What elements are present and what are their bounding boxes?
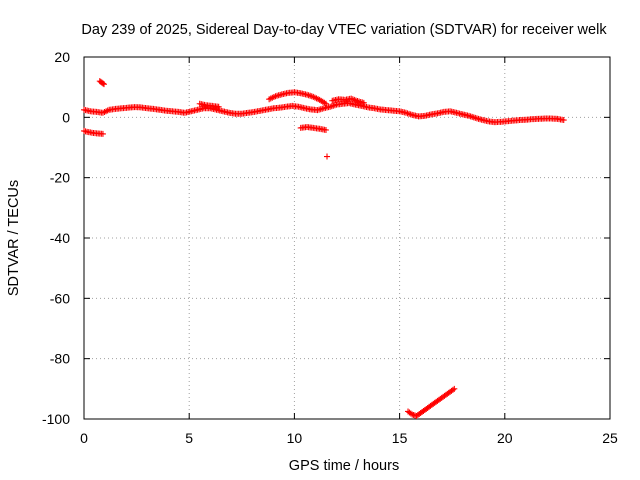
x-axis-label: GPS time / hours [289, 458, 399, 474]
data-point [451, 385, 458, 392]
y-tick-label: -60 [50, 290, 70, 306]
y-tick-label: -100 [42, 411, 70, 427]
y-tick-label: 20 [54, 49, 70, 65]
y-tick-label: -40 [50, 230, 70, 246]
y-tick-label: 0 [62, 109, 70, 125]
y-tick-label: -20 [50, 170, 70, 186]
data-point [324, 153, 331, 160]
x-tick-label: 25 [602, 430, 618, 446]
data-point [100, 81, 107, 88]
grid-lines [84, 57, 610, 419]
chart-title: Day 239 of 2025, Sidereal Day-to-day VTE… [81, 22, 607, 38]
x-tick-label: 15 [392, 430, 408, 446]
y-axis-label: SDTVAR / TECUs [6, 180, 22, 296]
data-point [215, 103, 222, 110]
x-tick-label: 20 [497, 430, 513, 446]
data-points [81, 78, 567, 419]
y-axis-ticks: -100 -80 -60 -40 -20 0 20 [42, 49, 610, 427]
x-tick-label: 0 [80, 430, 88, 446]
x-tick-label: 10 [287, 430, 303, 446]
x-tick-label: 5 [185, 430, 193, 446]
data-point [322, 100, 329, 107]
data-point [560, 117, 567, 124]
y-tick-label: -80 [50, 351, 70, 367]
data-point [99, 130, 106, 137]
x-axis-ticks: 0 5 10 15 20 25 [80, 57, 618, 446]
data-point [360, 99, 367, 106]
data-point [322, 127, 329, 134]
data-point [449, 386, 456, 393]
data-point [99, 80, 106, 87]
